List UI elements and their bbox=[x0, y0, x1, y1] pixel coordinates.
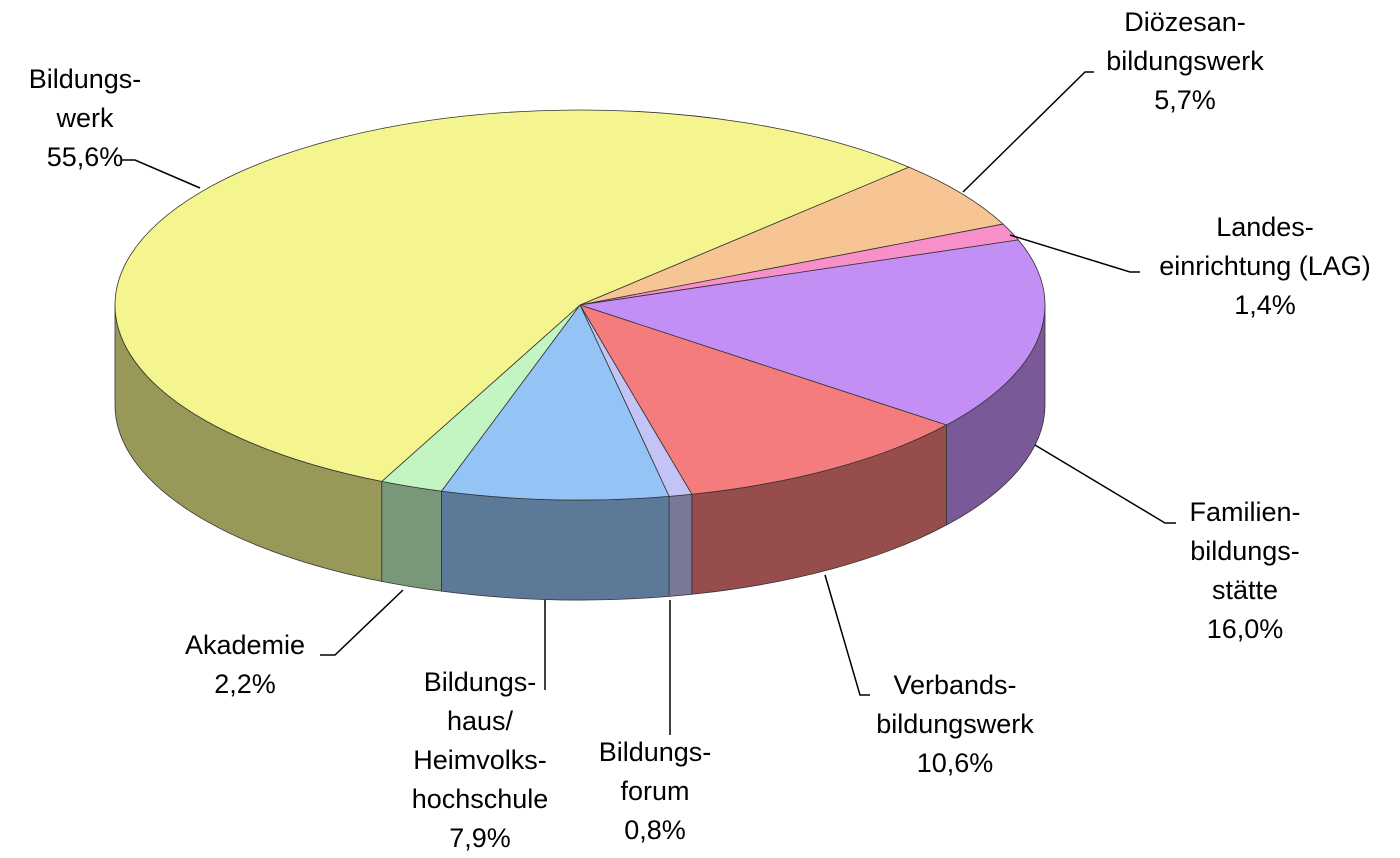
walls bbox=[114, 304, 1046, 601]
category-label: Akademie bbox=[184, 630, 306, 660]
category-label: Diözesan- bildungswerk bbox=[1106, 7, 1264, 76]
category-label: Verbands- bildungswerk bbox=[876, 670, 1034, 739]
category-label: Bildungs- haus/ Heimvolks- hochschule bbox=[411, 667, 549, 814]
value-label: 0,8% bbox=[624, 815, 686, 845]
slice bbox=[579, 239, 1046, 426]
value-label: 16,0% bbox=[1206, 614, 1284, 644]
value-label: 1,4% bbox=[1234, 290, 1296, 320]
tops bbox=[114, 109, 1046, 501]
value-label: 10,6% bbox=[916, 748, 994, 778]
value-label: 5,7% bbox=[1154, 85, 1216, 115]
slice-label: Diözesan- bildungswerk 5,7% bbox=[1025, 3, 1345, 120]
category-label: Bildungs- forum bbox=[598, 737, 712, 806]
slice-label: Bildungs- forum 0,8% bbox=[495, 733, 815, 850]
category-label: Bildungs- werk bbox=[28, 64, 142, 133]
slice bbox=[579, 304, 948, 495]
leader-line bbox=[824, 574, 870, 696]
slice-label: Bildungs- werk 55,6% bbox=[0, 60, 245, 177]
value-label: 2,2% bbox=[214, 669, 276, 699]
value-label: 7,9% bbox=[449, 823, 511, 853]
category-label: Landes- einrichtung (LAG) bbox=[1159, 212, 1371, 281]
slice-label: Verbands- bildungswerk 10,6% bbox=[795, 666, 1115, 783]
slice-side bbox=[381, 480, 442, 592]
slice bbox=[579, 166, 1004, 306]
slice bbox=[440, 304, 670, 501]
value-label: 55,6% bbox=[46, 142, 124, 172]
slice-label: Akademie 2,2% bbox=[85, 626, 405, 704]
slice-side bbox=[668, 493, 693, 597]
slice-label: Familien- bildungs- stätte 16,0% bbox=[1085, 493, 1400, 649]
leader-line bbox=[1009, 234, 1140, 273]
leader-line bbox=[320, 589, 404, 656]
slice bbox=[114, 109, 910, 482]
leader-line bbox=[122, 159, 201, 189]
slice-side bbox=[441, 490, 670, 601]
leader-line bbox=[962, 71, 1094, 193]
category-label: Familien- bildungs- stätte bbox=[1189, 497, 1301, 605]
leader-line bbox=[1034, 444, 1176, 524]
slice-label: Landes- einrichtung (LAG) 1,4% bbox=[1105, 208, 1400, 325]
